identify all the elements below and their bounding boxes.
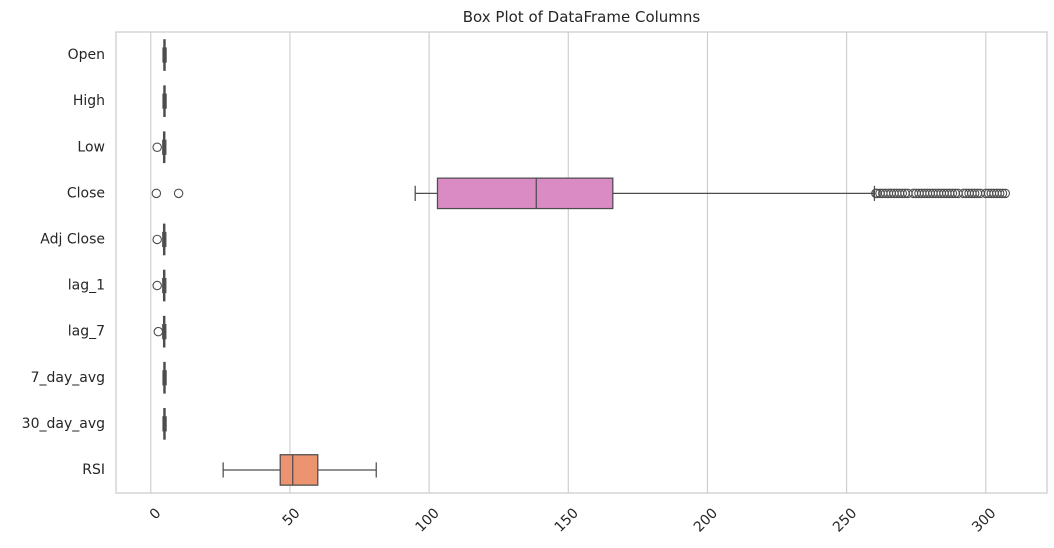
y-tick-label: lag_7	[68, 324, 105, 340]
y-tick-labels: Open High Low Close Adj Close lag_1 lag_7 7_day…	[22, 47, 105, 478]
boxes-group	[151, 39, 1011, 486]
box-low	[152, 131, 167, 164]
outlier-point	[152, 234, 162, 245]
outlier-point	[1000, 188, 1011, 199]
outlier-point	[173, 188, 184, 199]
y-tick-label: High	[73, 93, 105, 109]
box-close	[151, 177, 1011, 210]
box-open	[162, 39, 167, 71]
box-7-day-avg	[162, 361, 167, 394]
box-adj-close	[152, 223, 167, 256]
box-high	[162, 85, 167, 117]
box-lag-1	[152, 269, 167, 302]
box-iqr	[279, 454, 319, 486]
box-iqr	[436, 177, 614, 210]
chart-title: Box Plot of DataFrame Columns	[463, 8, 701, 26]
outlier-point	[969, 188, 980, 199]
outlier-point	[151, 188, 162, 199]
box-rsi	[222, 454, 377, 486]
outlier-point	[997, 188, 1008, 199]
outlier-point	[947, 188, 958, 199]
outlier-point	[994, 188, 1005, 199]
outlier-point	[152, 142, 162, 153]
y-tick-label: 7_day_avg	[31, 370, 105, 386]
box-30-day-avg	[162, 408, 167, 440]
y-tick-label: RSI	[82, 462, 105, 478]
grid-lines	[150, 32, 987, 493]
plot-frame	[115, 31, 1048, 494]
y-tick-label: Adj Close	[40, 231, 105, 247]
y-tick-label: 30_day_avg	[22, 416, 105, 432]
box-lag-7	[153, 315, 167, 348]
outlier-point	[897, 188, 908, 199]
outlier-point	[153, 326, 164, 337]
y-tick-label: Open	[68, 47, 105, 63]
outlier-point	[152, 280, 162, 291]
y-tick-label: lag_1	[68, 278, 105, 294]
y-tick-label: Close	[67, 185, 105, 201]
y-tick-label: Low	[77, 139, 105, 155]
